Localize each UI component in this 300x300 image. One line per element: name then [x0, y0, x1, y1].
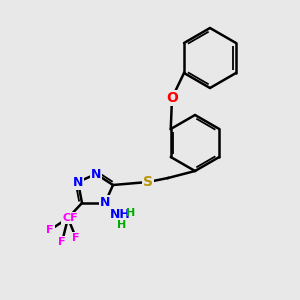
Text: S: S: [143, 175, 153, 189]
Text: NH: NH: [110, 208, 130, 221]
Text: H: H: [117, 220, 127, 230]
Text: F: F: [46, 225, 54, 235]
Text: N: N: [100, 196, 110, 209]
Text: N: N: [73, 176, 83, 188]
Text: H: H: [126, 208, 136, 218]
Text: CF: CF: [62, 213, 78, 223]
Text: O: O: [166, 91, 178, 105]
Text: N: N: [91, 167, 101, 181]
Text: F: F: [72, 233, 80, 243]
Text: F: F: [58, 237, 66, 247]
